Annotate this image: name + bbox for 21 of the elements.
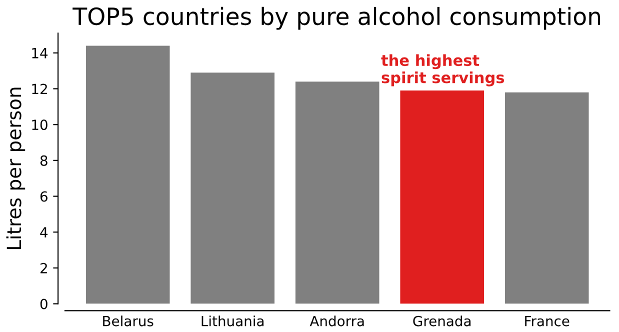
bar — [190, 72, 275, 304]
y-tick-label: 2 — [40, 262, 47, 274]
annotation: the highest spirit servings — [381, 54, 504, 86]
y-tick-label: 4 — [40, 227, 48, 238]
chart-title: TOP5 countries by pure alcohol consumption — [72, 6, 600, 30]
y-axis-title: Litres per person — [6, 88, 26, 249]
bar — [295, 82, 380, 304]
y-tick-label: 12 — [32, 84, 47, 94]
x-tick-label: Andorra — [310, 316, 364, 326]
y-tick-label: 10 — [32, 120, 48, 130]
bar — [86, 46, 170, 304]
y-tick-label: 6 — [40, 191, 48, 202]
bar — [400, 90, 484, 304]
x-tick-label: Belarus — [103, 316, 154, 326]
bar — [504, 92, 589, 304]
y-tick-label: 8 — [40, 155, 48, 166]
x-tick-label: Lithuania — [202, 316, 264, 326]
x-tick-label: Grenada — [413, 316, 471, 326]
x-tick-label: France — [525, 316, 570, 326]
y-tick-label: 14 — [32, 48, 48, 58]
y-tick-label: 0 — [40, 298, 48, 310]
